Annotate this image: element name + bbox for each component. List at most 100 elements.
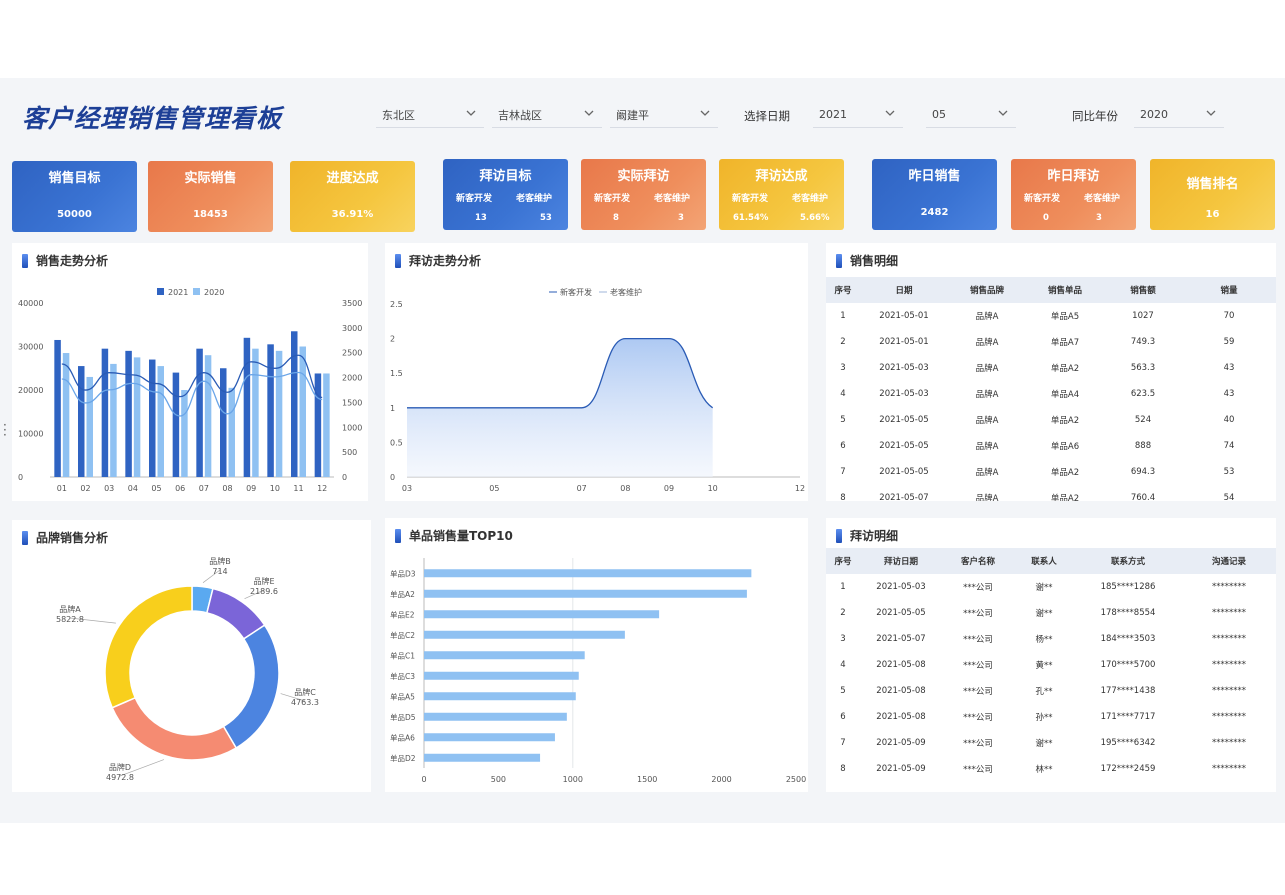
table-row[interactable]: 1 2021-05-03 ***公司 谢** 185****1286 ******** — [826, 574, 1276, 600]
table-row[interactable]: 5 2021-05-08 ***公司 孔** 177****1438 ******** — [826, 678, 1276, 704]
province-select[interactable]: 吉林战区 — [492, 102, 602, 128]
table-row[interactable]: 4 2021-05-03 品牌A 单品A4 623.5 43 — [826, 381, 1276, 407]
top10-panel: 单品销售量TOP10 单品D3 单品A2 单品E2 单品C2 单品C1 单品C3 单品A5 单… — [385, 518, 808, 792]
column-header[interactable]: 联系方式 — [1074, 548, 1182, 574]
table-cell: 59 — [1223, 337, 1235, 347]
table-row[interactable]: 2 2021-05-01 品牌A 单品A7 749.3 59 — [826, 329, 1276, 355]
table-cell: 孙** — [1035, 713, 1053, 723]
sales-trend-chart: 2021 2020 0 10000 20000 30000 40000 0 500 1000 150… — [18, 288, 362, 493]
panel-icon — [22, 253, 28, 268]
panel-title: 单品销售量TOP10 — [395, 527, 513, 544]
table-cell: 单品A2 — [1050, 416, 1080, 426]
table-row[interactable]: 5 2021-05-05 品牌A 单品A2 524 40 — [826, 407, 1276, 433]
year-select[interactable]: 2021 — [813, 102, 903, 128]
table-row[interactable]: 6 2021-05-05 品牌A 单品A6 888 74 — [826, 433, 1276, 459]
x-tick-label: 04 — [128, 484, 138, 493]
table-row[interactable]: 8 2021-05-07 品牌A 单品A2 760.4 54 — [826, 485, 1276, 501]
bar-2020 — [252, 348, 259, 477]
table-cell: ******** — [1212, 764, 1246, 774]
bar-2021 — [314, 373, 322, 477]
column-header[interactable]: 销售品牌 — [948, 277, 1026, 303]
column-header[interactable]: 序号 — [826, 548, 860, 574]
table-row[interactable]: 4 2021-05-08 ***公司 黄** 170****5700 ******** — [826, 652, 1276, 678]
bar-2021 — [220, 368, 227, 477]
region-select-value: 东北区 — [382, 108, 415, 122]
table-cell: 177****1438 — [1100, 686, 1156, 696]
x-tick-label: 12 — [795, 484, 805, 493]
pie-slice — [111, 696, 238, 761]
date-label: 选择日期 — [744, 109, 790, 123]
table-cell: ******** — [1212, 582, 1246, 592]
top10-chart: 单品D3 单品A2 单品E2 单品C2 单品C1 单品C3 单品A5 单品D5 单品A6 单品D2… — [390, 558, 806, 784]
x-tick-label: 05 — [489, 484, 499, 493]
column-header[interactable]: 日期 — [860, 277, 948, 303]
table-row[interactable]: 7 2021-05-05 品牌A 单品A2 694.3 53 — [826, 459, 1276, 485]
table-cell: 2021-05-09 — [876, 764, 926, 774]
kpi-new-label: 新客开发 — [594, 194, 631, 204]
table-header-row: 序号 日期 销售品牌 销售单品 销售额 销量 — [826, 277, 1276, 303]
panel-icon — [836, 253, 842, 268]
y-tick-label: 单品C2 — [390, 630, 415, 640]
column-header[interactable]: 序号 — [826, 277, 860, 303]
x-tick-label: 10 — [708, 484, 718, 493]
kpi-yesterday-sales: 昨日销售 2482 — [872, 159, 997, 230]
bar-2021 — [243, 337, 251, 477]
table-cell: 2021-05-05 — [879, 467, 929, 477]
table-cell: 品牌A — [975, 364, 999, 374]
legend-label: 2020 — [204, 288, 224, 297]
table-cell: 760.4 — [1130, 493, 1156, 501]
table-cell: 524 — [1134, 415, 1152, 425]
table-cell: 单品A5 — [1050, 312, 1080, 322]
column-header[interactable]: 客户名称 — [942, 548, 1014, 574]
y-tick-label: 0 — [390, 473, 395, 482]
table-cell: 2021-05-09 — [876, 738, 926, 748]
column-header[interactable]: 销售额 — [1104, 277, 1182, 303]
column-header[interactable]: 联系人 — [1014, 548, 1074, 574]
table-row[interactable]: 8 2021-05-09 ***公司 林** 172****2459 ******** — [826, 756, 1276, 782]
legend-swatch — [193, 288, 200, 295]
compare-year-select[interactable]: 2020 — [1134, 102, 1224, 128]
hbar — [424, 692, 576, 701]
table-row[interactable]: 1 2021-05-01 品牌A 单品A5 1027 70 — [826, 303, 1276, 329]
y-tick-label: 单品E2 — [390, 609, 415, 619]
column-header[interactable]: 拜访日期 — [860, 548, 942, 574]
table-row[interactable]: 2 2021-05-05 ***公司 谢** 178****8554 ******** — [826, 600, 1276, 626]
x-tick-label: 06 — [175, 484, 185, 493]
table-cell: 195****6342 — [1100, 738, 1156, 748]
table-cell: 品牌A — [975, 416, 999, 426]
column-header[interactable]: 销量 — [1182, 277, 1276, 303]
kpi-new-label: 新客开发 — [1024, 194, 1061, 204]
table-cell: 53 — [1223, 467, 1235, 477]
table-cell: 2 — [840, 337, 846, 347]
table-cell: 2021-05-03 — [879, 389, 929, 399]
chevron-down-icon — [998, 110, 1008, 116]
table-cell: 1 — [840, 582, 846, 592]
manager-select[interactable]: 阚建平 — [610, 102, 718, 128]
pie-label: 品牌A — [59, 604, 81, 614]
bar-2020 — [323, 373, 330, 477]
pie-label: 品牌C — [294, 687, 316, 697]
province-select-value: 吉林战区 — [498, 108, 542, 122]
panel-title-text: 单品销售量TOP10 — [409, 529, 513, 543]
chevron-down-icon — [885, 110, 895, 116]
table-row[interactable]: 3 2021-05-07 ***公司 杨** 184****3503 ******** — [826, 626, 1276, 652]
table-row[interactable]: 6 2021-05-08 ***公司 孙** 171****7717 ******** — [826, 704, 1276, 730]
table-cell: 563.3 — [1130, 363, 1156, 373]
table-cell: ***公司 — [963, 687, 993, 697]
pie-label: 品牌D — [109, 762, 131, 772]
column-header[interactable]: 沟通记录 — [1182, 548, 1276, 574]
table-cell: 43 — [1223, 363, 1235, 373]
panel-title-text: 销售走势分析 — [36, 254, 109, 268]
table-cell: ***公司 — [963, 609, 993, 619]
region-select[interactable]: 东北区 — [376, 102, 484, 128]
kpi-visit-rate: 拜访达成 新客开发 老客维护 61.54% 5.66% — [719, 159, 844, 230]
bar-2020 — [204, 355, 212, 477]
bar-2021 — [78, 366, 85, 477]
table-row[interactable]: 7 2021-05-09 ***公司 谢** 195****6342 ******** — [826, 730, 1276, 756]
more-vertical-icon[interactable]: · · · — [3, 418, 7, 442]
bar-2020 — [228, 387, 235, 477]
table-row[interactable]: 3 2021-05-03 品牌A 单品A2 563.3 43 — [826, 355, 1276, 381]
column-header[interactable]: 销售单品 — [1026, 277, 1104, 303]
month-select[interactable]: 05 — [926, 102, 1016, 128]
x-tick-label: 07 — [577, 484, 587, 493]
